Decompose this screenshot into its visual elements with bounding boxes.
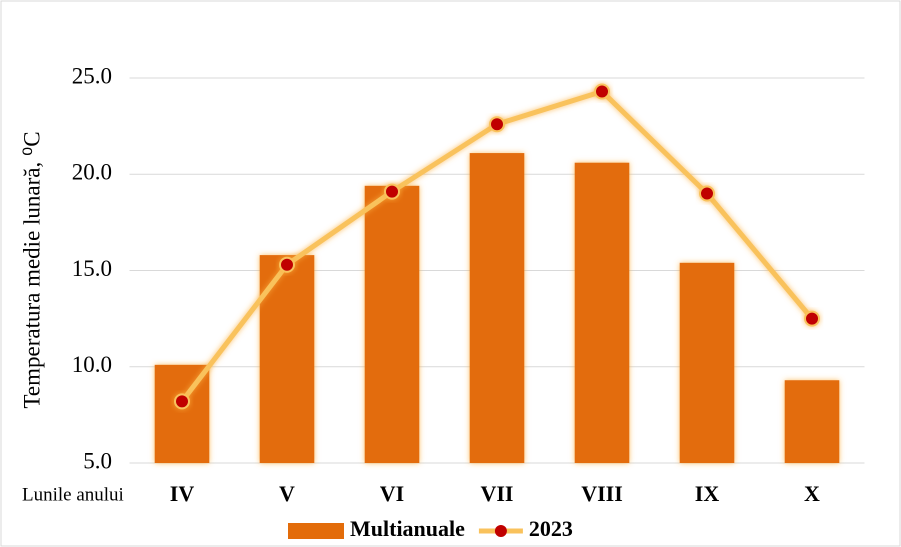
marker — [174, 393, 190, 410]
marker — [594, 83, 610, 100]
bar — [469, 153, 525, 463]
marker — [384, 183, 400, 200]
marker — [489, 116, 505, 133]
y-tick-label: 20.0 — [72, 160, 112, 185]
y-tick-label: 10.0 — [72, 352, 112, 377]
bar — [364, 185, 420, 464]
legend-marker — [494, 525, 507, 537]
x-tick-label: VIII — [581, 481, 623, 506]
marker — [699, 185, 715, 202]
x-axis-label: Lunile anului — [22, 484, 124, 505]
bar — [574, 162, 630, 463]
x-tick-label: X — [804, 481, 820, 506]
marker — [279, 256, 295, 273]
legend-label: Multianuale — [350, 516, 465, 541]
bar — [784, 380, 840, 463]
x-tick-label: IV — [170, 481, 195, 506]
y-axis-label: Temperatura medie lunară, ⁰C — [19, 131, 44, 408]
y-tick-label: 15.0 — [72, 256, 112, 281]
x-tick-label: VI — [380, 481, 404, 506]
bar — [679, 262, 735, 463]
y-tick-label: 5.0 — [83, 448, 112, 473]
legend-swatch — [288, 523, 344, 539]
x-tick-label: VII — [480, 481, 513, 506]
legend-label: 2023 — [529, 516, 573, 541]
x-tick-label: IX — [695, 481, 720, 506]
marker — [804, 310, 820, 327]
y-tick-label: 25.0 — [72, 63, 112, 88]
x-tick-label: V — [279, 481, 295, 506]
